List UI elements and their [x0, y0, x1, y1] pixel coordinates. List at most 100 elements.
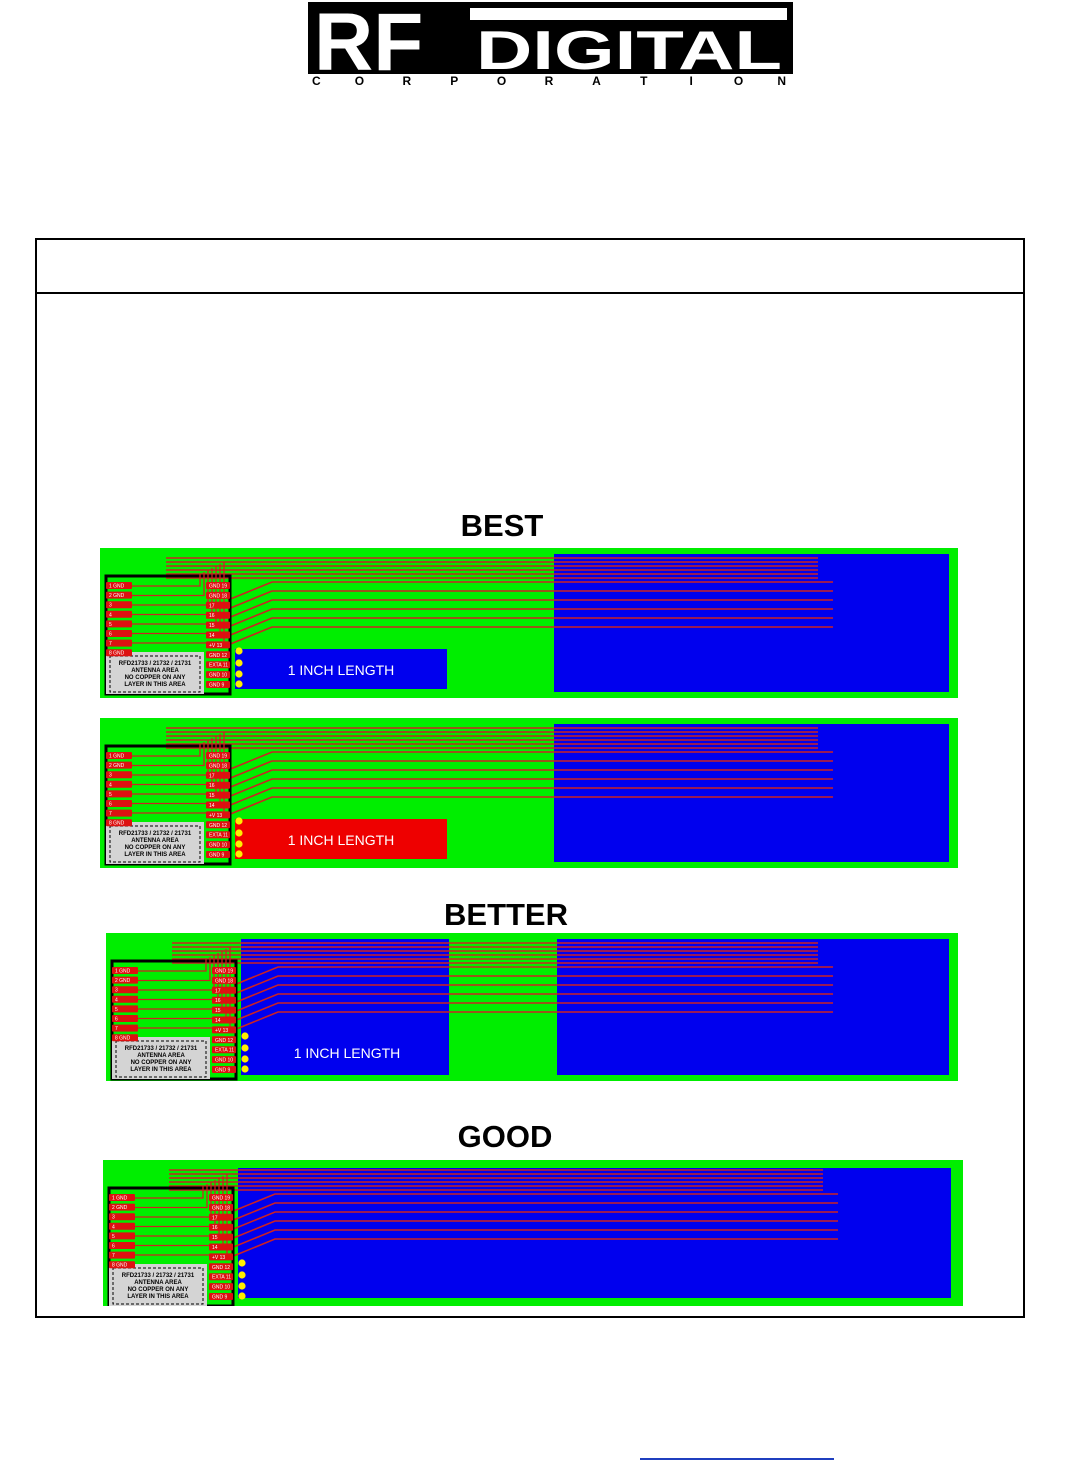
antenna-area	[106, 822, 204, 864]
board-best-b: 1 INCH LENGTH RFD21733 / 21732 / 21731 ANT…	[100, 718, 958, 868]
rf-digital-logo: RF DIGITAL C O R P O R A T I O N	[308, 2, 793, 88]
left-pin	[106, 591, 132, 599]
better-heading: BETTER	[444, 897, 568, 932]
left-pin-label: 1 GND	[112, 1196, 128, 1202]
right-pin	[212, 976, 236, 984]
left-pin	[106, 582, 132, 589]
right-pin	[212, 1046, 236, 1054]
right-pin-label: GND 12	[209, 823, 227, 829]
logo-corporation-letter: A	[592, 74, 601, 88]
antenna-note-line: RFD21733 / 21732 / 21731	[125, 1046, 198, 1052]
blue-plane	[554, 724, 949, 862]
antenna-note-line: RFD21733 / 21732 / 21731	[122, 1273, 195, 1279]
antenna-dashed-border	[109, 825, 201, 863]
trace	[230, 1211, 838, 1231]
right-pin-label: GND 18	[215, 978, 233, 984]
right-pin	[206, 651, 230, 659]
right-pin-label: 16	[209, 783, 215, 789]
right-pin-label: 17	[215, 988, 221, 994]
right-pin	[206, 752, 230, 759]
antenna-dashed-border	[115, 1040, 207, 1078]
antenna-note-line: NO COPPER ON ANY	[131, 1060, 192, 1066]
right-pin-label: GND 10	[209, 673, 227, 679]
left-pin-label: 3	[115, 988, 118, 994]
antenna-area	[112, 1037, 210, 1079]
left-pin-label: 1 GND	[109, 584, 125, 590]
left-pin-label: 8 GND	[109, 651, 125, 657]
left-pin-label: 5	[109, 622, 112, 628]
right-pin-label: 14	[215, 1018, 221, 1024]
good-heading: GOOD	[457, 1119, 553, 1154]
left-pin-label: 3	[109, 603, 112, 609]
left-pin-label: 6	[112, 1244, 115, 1250]
logo-corporation-letter: O	[497, 74, 506, 88]
right-pin-label: +V 13	[209, 643, 222, 649]
right-pin-label: 15	[215, 1008, 221, 1014]
via	[241, 1065, 249, 1073]
green-gap	[449, 939, 557, 1075]
left-pin	[106, 800, 132, 807]
antenna-note-line: NO COPPER ON ANY	[128, 1287, 189, 1293]
right-pin	[212, 1066, 236, 1073]
trace	[233, 975, 833, 995]
trace	[130, 572, 205, 597]
via	[235, 817, 243, 825]
via	[235, 670, 243, 678]
left-pin	[112, 995, 138, 1003]
right-pin-label: +V 13	[209, 813, 222, 819]
trace	[233, 993, 833, 1013]
left-pin	[106, 630, 132, 637]
left-pin	[106, 790, 132, 798]
right-pin	[206, 811, 230, 819]
left-pin-label: 8 GND	[112, 1263, 128, 1269]
left-pin	[109, 1232, 135, 1240]
left-pin-label: 2 GND	[109, 763, 125, 769]
trace	[230, 1202, 838, 1222]
left-pin	[106, 780, 132, 788]
left-pin	[106, 620, 132, 628]
trace	[227, 590, 833, 610]
right-pin-label: EXTA 11	[209, 663, 228, 669]
antenna-note-line: LAYER IN THIS AREA	[124, 852, 186, 858]
right-pin	[206, 821, 230, 829]
right-pin-label: 17	[209, 603, 215, 609]
right-pin	[206, 681, 230, 688]
right-pin-label: 17	[212, 1215, 218, 1221]
right-pin-label: GND 18	[209, 593, 227, 599]
length-label: 1 INCH LENGTH	[294, 1045, 401, 1061]
right-pin-label: 16	[215, 998, 221, 1004]
right-pin	[206, 582, 230, 589]
trace	[230, 1193, 838, 1213]
right-pin	[206, 631, 230, 639]
right-pin	[206, 771, 230, 779]
footer-link-underline[interactable]	[640, 1458, 834, 1460]
right-pin	[206, 671, 230, 679]
right-pin	[209, 1213, 233, 1221]
right-pin-label: GND 18	[212, 1205, 230, 1211]
trace	[233, 966, 833, 986]
logo-corporation-letter: N	[777, 74, 786, 88]
right-pin-label: +V 13	[215, 1028, 228, 1034]
right-pin-label: 14	[212, 1245, 218, 1251]
left-pin-label: 5	[112, 1234, 115, 1240]
blue-plane	[557, 939, 949, 1075]
left-pin-label: 2 GND	[115, 978, 131, 984]
left-pin	[109, 1251, 135, 1259]
antenna-note-line: LAYER IN THIS AREA	[130, 1067, 192, 1073]
left-pin	[109, 1222, 135, 1230]
right-pin	[212, 967, 236, 974]
trace	[227, 787, 833, 807]
trace	[136, 959, 207, 972]
left-pin	[106, 601, 132, 609]
trace	[227, 769, 833, 789]
right-pin	[206, 661, 230, 669]
right-pin-label: EXTA 11	[215, 1048, 234, 1054]
via	[235, 850, 243, 858]
trace	[230, 1229, 838, 1249]
antenna-note-line: LAYER IN THIS AREA	[124, 682, 186, 688]
antenna-note-line: ANTENNA AREA	[131, 668, 179, 674]
right-pin-label: GND 9	[215, 1068, 231, 1074]
right-pin	[212, 1026, 236, 1034]
left-pin-label: 1 GND	[115, 969, 131, 975]
blue-plane	[238, 1168, 951, 1298]
